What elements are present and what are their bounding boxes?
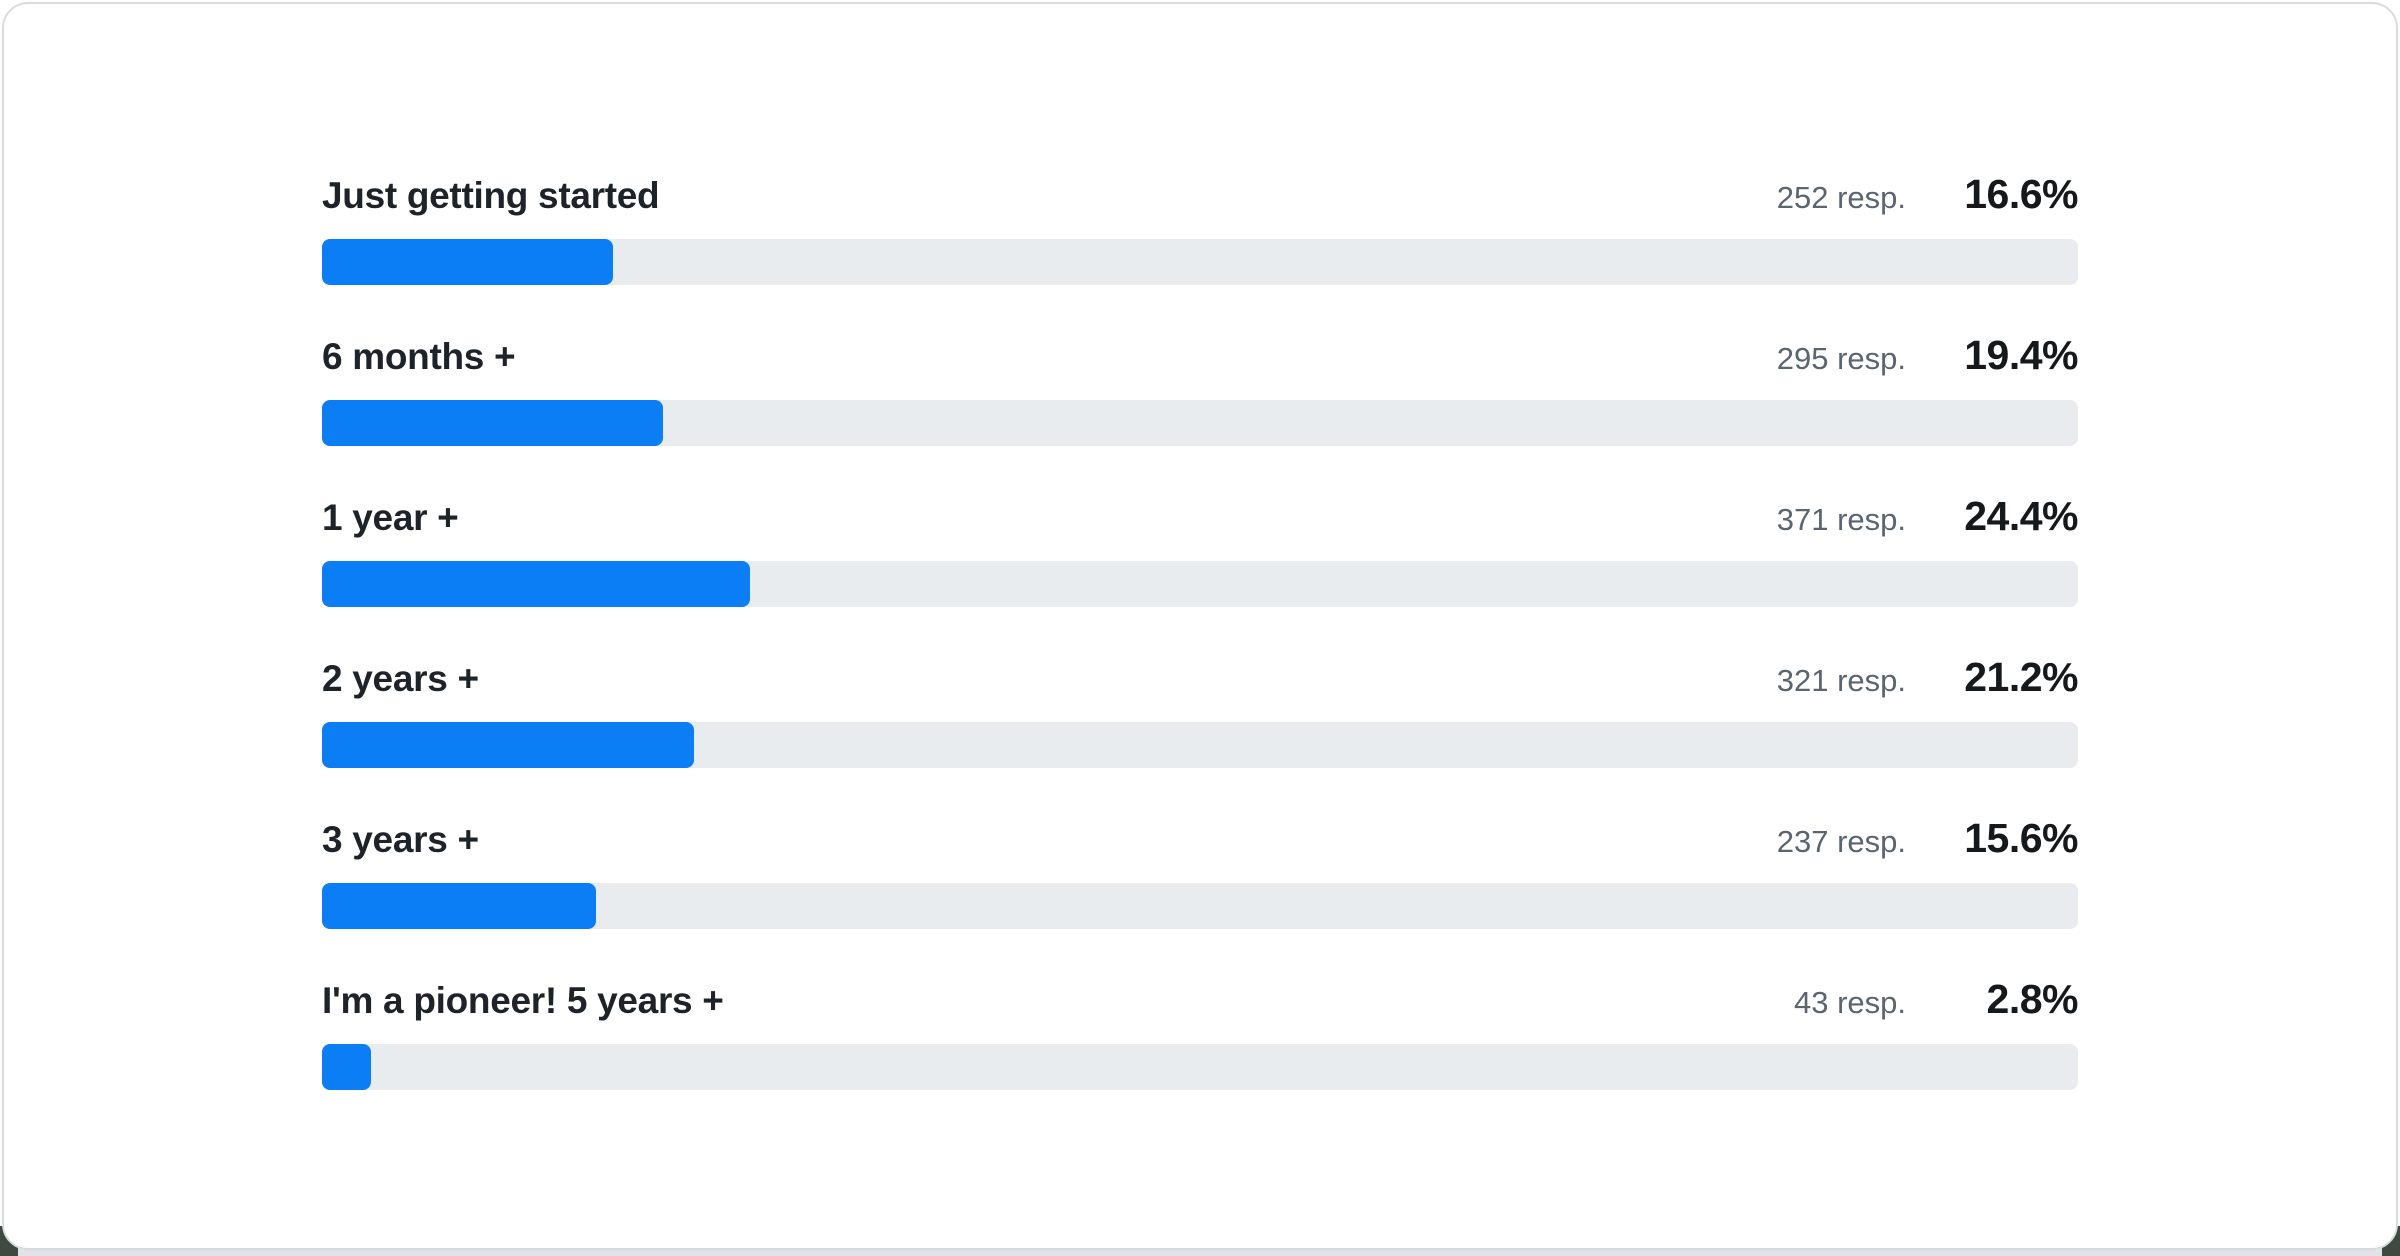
poll-option-row: 2 years + 321 resp. 21.2% [322,654,2079,768]
poll-option-bar-fill [322,883,596,929]
poll-option-label: I'm a pioneer! 5 years + [322,980,724,1021]
poll-option-respondents: 252 resp. [1776,180,1906,215]
poll-option-bar-fill [322,400,663,446]
poll-option-bar-track [322,400,2078,446]
poll-option-row: 3 years + 237 resp. 15.6% [322,815,2079,929]
poll-option-header: 2 years + 321 resp. 21.2% [322,654,2079,700]
poll-option-respondents: 295 resp. [1776,341,1906,376]
poll-option-label: 3 years + [322,819,479,860]
poll-option-header: Just getting started 252 resp. 16.6% [322,171,2079,217]
poll-option-bar-track [322,239,2078,285]
poll-option-header: 1 year + 371 resp. 24.4% [322,493,2079,539]
poll-option-respondents: 371 resp. [1776,502,1906,537]
poll-option-header: 6 months + 295 resp. 19.4% [322,332,2079,378]
poll-option-row: 6 months + 295 resp. 19.4% [322,332,2079,446]
poll-option-bar-fill [322,239,614,285]
poll-results-list: Just getting started 252 resp. 16.6% 6 m… [322,171,2079,1090]
poll-option-percent: 15.6% [1964,815,2078,861]
poll-option-percent: 19.4% [1964,332,2078,378]
poll-option-percent: 16.6% [1964,171,2078,217]
poll-option-bar-track [322,722,2078,768]
poll-option-bar-track [322,561,2078,607]
poll-option-header: 3 years + 237 resp. 15.6% [322,815,2079,861]
poll-option-respondents: 43 resp. [1793,985,1906,1020]
poll-option-bar-track [322,1044,2078,1090]
poll-option-bar-fill [322,561,751,607]
poll-option-row: I'm a pioneer! 5 years + 43 resp. 2.8% [322,976,2079,1090]
poll-option-row: Just getting started 252 resp. 16.6% [322,171,2079,285]
poll-option-row: 1 year + 371 resp. 24.4% [322,493,2079,607]
poll-option-header: I'm a pioneer! 5 years + 43 resp. 2.8% [322,976,2079,1022]
poll-option-label: 6 months + [322,336,516,377]
poll-option-bar-fill [322,722,695,768]
poll-option-respondents: 321 resp. [1776,663,1906,698]
poll-option-percent: 21.2% [1964,654,2078,700]
poll-option-percent: 24.4% [1964,493,2078,539]
poll-option-bar-fill [322,1044,372,1090]
poll-option-bar-track [322,883,2078,929]
poll-option-label: 1 year + [322,497,459,538]
poll-option-label: 2 years + [322,658,479,699]
poll-option-percent: 2.8% [1986,976,2079,1022]
poll-option-label: Just getting started [322,175,660,216]
poll-option-respondents: 237 resp. [1776,824,1906,859]
